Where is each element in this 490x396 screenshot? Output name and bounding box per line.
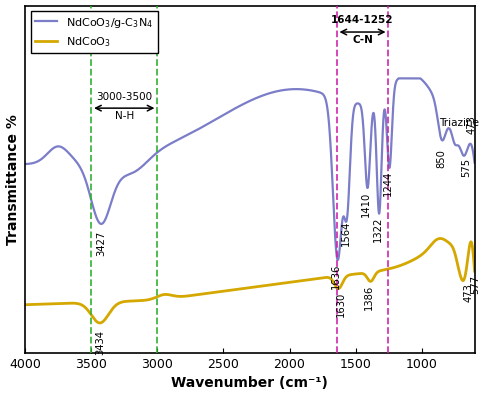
Text: 1644-1252: 1644-1252 [331, 15, 394, 25]
NdCoO$_3$ [437, 236, 443, 241]
NdCoO$_3$ [194, 292, 200, 297]
Text: 3000-3500: 3000-3500 [96, 91, 152, 101]
NdCoO$_3$ [104, 314, 110, 319]
NdCoO$_3$/g-C$_3$N$_4$ [472, 160, 478, 165]
Text: 1636: 1636 [331, 263, 341, 289]
NdCoO$_3$/g-C$_3$N$_4$ [292, 87, 297, 91]
Legend: NdCoO$_3$/g-C$_3$N$_4$, NdCoO$_3$: NdCoO$_3$/g-C$_3$N$_4$, NdCoO$_3$ [31, 11, 158, 53]
NdCoO$_3$ [97, 321, 103, 326]
X-axis label: Wavenumber (cm⁻¹): Wavenumber (cm⁻¹) [172, 377, 328, 390]
NdCoO$_3$ [292, 279, 298, 284]
Text: 575: 575 [462, 158, 472, 177]
NdCoO$_3$/g-C$_3$N$_4$ [396, 76, 402, 81]
Text: 1410: 1410 [361, 191, 371, 217]
Text: C-N: C-N [352, 35, 373, 45]
NdCoO$_3$ [315, 276, 320, 281]
Y-axis label: Transmittance %: Transmittance % [5, 114, 20, 245]
NdCoO$_3$ [392, 265, 398, 270]
Text: 473: 473 [467, 115, 477, 133]
NdCoO$_3$ [472, 269, 478, 274]
NdCoO$_3$/g-C$_3$N$_4$ [315, 89, 320, 94]
Text: 1386: 1386 [364, 285, 374, 310]
NdCoO$_3$/g-C$_3$N$_4$ [358, 104, 364, 109]
NdCoO$_3$/g-C$_3$N$_4$ [104, 213, 110, 218]
NdCoO$_3$ [358, 271, 364, 276]
Text: 3427: 3427 [96, 230, 106, 256]
Text: 473: 473 [463, 283, 473, 302]
Line: NdCoO$_3$: NdCoO$_3$ [25, 238, 475, 323]
Text: N-H: N-H [115, 111, 134, 122]
Text: 3434: 3434 [95, 329, 105, 354]
NdCoO$_3$/g-C$_3$N$_4$ [194, 128, 200, 132]
Text: 1322: 1322 [372, 217, 383, 242]
Line: NdCoO$_3$/g-C$_3$N$_4$: NdCoO$_3$/g-C$_3$N$_4$ [25, 78, 475, 260]
NdCoO$_3$ [22, 302, 28, 307]
Text: 577: 577 [470, 274, 480, 293]
Text: 1630: 1630 [336, 292, 345, 317]
Text: 1244: 1244 [383, 171, 393, 196]
Text: Triazine: Triazine [439, 118, 479, 128]
Text: 850: 850 [437, 150, 446, 168]
NdCoO$_3$/g-C$_3$N$_4$ [392, 86, 398, 91]
NdCoO$_3$/g-C$_3$N$_4$ [335, 257, 341, 262]
Text: 1564: 1564 [341, 221, 350, 246]
NdCoO$_3$/g-C$_3$N$_4$ [22, 162, 28, 166]
